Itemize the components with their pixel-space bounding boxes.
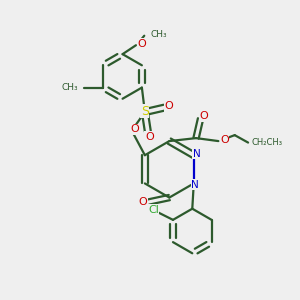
Text: CH₃: CH₃: [61, 83, 78, 92]
Text: O: O: [137, 39, 146, 49]
Text: CH₂CH₃: CH₂CH₃: [252, 138, 283, 147]
Text: O: O: [139, 197, 148, 207]
Text: S: S: [141, 105, 149, 118]
Text: Cl: Cl: [148, 205, 159, 215]
Text: N: N: [193, 149, 201, 159]
Text: O: O: [200, 111, 208, 122]
Text: O: O: [220, 135, 229, 145]
Text: O: O: [130, 124, 139, 134]
Text: N: N: [191, 180, 199, 190]
Text: O: O: [145, 132, 154, 142]
Text: O: O: [165, 101, 173, 112]
Text: CH₃: CH₃: [150, 30, 167, 39]
